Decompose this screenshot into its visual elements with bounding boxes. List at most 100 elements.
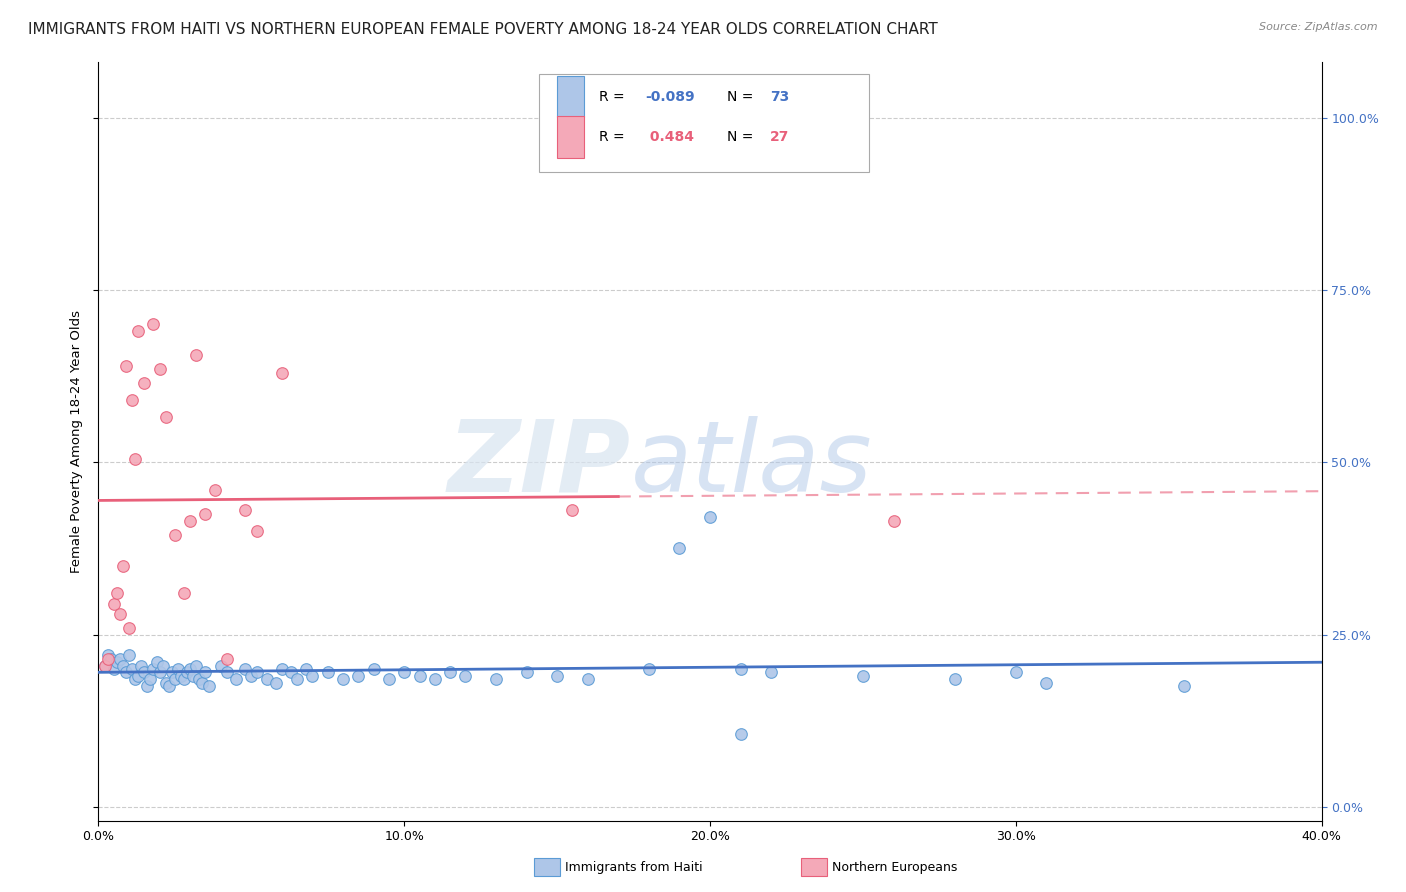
Point bbox=[160, 665, 183, 680]
Point bbox=[176, 665, 198, 680]
Point bbox=[240, 669, 263, 683]
FancyBboxPatch shape bbox=[557, 116, 583, 158]
Text: R =: R = bbox=[599, 89, 628, 103]
Point bbox=[121, 393, 143, 408]
Point bbox=[295, 662, 318, 676]
Point bbox=[699, 510, 721, 524]
Point bbox=[246, 665, 269, 680]
Point bbox=[280, 665, 302, 680]
Point bbox=[118, 621, 141, 635]
Point bbox=[392, 665, 416, 680]
Point bbox=[186, 348, 208, 362]
Point bbox=[173, 673, 195, 687]
Point bbox=[332, 673, 354, 687]
Point bbox=[129, 658, 152, 673]
Point bbox=[124, 451, 146, 466]
Point bbox=[103, 597, 125, 611]
Point bbox=[454, 669, 477, 683]
Point bbox=[103, 662, 125, 676]
FancyBboxPatch shape bbox=[557, 76, 583, 118]
Point bbox=[105, 586, 128, 600]
Point bbox=[246, 524, 269, 538]
Point bbox=[163, 673, 186, 687]
Point bbox=[127, 669, 149, 683]
Point bbox=[97, 651, 120, 665]
Point bbox=[179, 514, 201, 528]
Point bbox=[105, 655, 128, 669]
Point bbox=[883, 514, 905, 528]
Point bbox=[264, 675, 287, 690]
Text: Source: ZipAtlas.com: Source: ZipAtlas.com bbox=[1260, 22, 1378, 32]
Point bbox=[157, 679, 180, 693]
Point bbox=[149, 665, 172, 680]
Point bbox=[204, 483, 226, 497]
Point bbox=[576, 673, 599, 687]
Point bbox=[852, 669, 875, 683]
Point bbox=[115, 665, 138, 680]
Point bbox=[179, 662, 201, 676]
Point bbox=[668, 541, 690, 556]
Point bbox=[516, 665, 538, 680]
Point bbox=[408, 669, 430, 683]
Point bbox=[215, 651, 238, 665]
Point bbox=[233, 662, 256, 676]
Point bbox=[347, 669, 370, 683]
Point bbox=[546, 669, 568, 683]
Point bbox=[1004, 665, 1026, 680]
Point bbox=[215, 665, 238, 680]
Y-axis label: Female Poverty Among 18-24 Year Olds: Female Poverty Among 18-24 Year Olds bbox=[70, 310, 83, 573]
Point bbox=[181, 669, 204, 683]
Point bbox=[759, 665, 782, 680]
Point bbox=[93, 658, 115, 673]
Point bbox=[225, 673, 247, 687]
Point bbox=[1173, 679, 1195, 693]
Point bbox=[118, 648, 141, 663]
Text: N =: N = bbox=[727, 89, 758, 103]
Point bbox=[127, 324, 149, 338]
Point bbox=[316, 665, 339, 680]
Point bbox=[111, 558, 134, 573]
Point bbox=[233, 503, 256, 517]
Point bbox=[134, 376, 156, 390]
Point bbox=[439, 665, 461, 680]
Point bbox=[173, 586, 195, 600]
Text: atlas: atlas bbox=[630, 416, 872, 513]
Point bbox=[97, 648, 120, 663]
Point bbox=[155, 410, 177, 425]
Text: -0.089: -0.089 bbox=[645, 89, 695, 103]
Point bbox=[730, 662, 752, 676]
Point bbox=[285, 673, 308, 687]
Point bbox=[197, 679, 219, 693]
Text: ZIP: ZIP bbox=[447, 416, 630, 513]
Point bbox=[188, 673, 211, 687]
Point bbox=[363, 662, 385, 676]
Point bbox=[270, 366, 292, 380]
Point bbox=[111, 658, 134, 673]
Text: Northern Europeans: Northern Europeans bbox=[832, 861, 957, 873]
Point bbox=[730, 727, 752, 741]
Text: 0.484: 0.484 bbox=[645, 129, 695, 144]
Point bbox=[142, 662, 165, 676]
Point bbox=[485, 673, 508, 687]
Point bbox=[637, 662, 661, 676]
Point bbox=[139, 673, 162, 687]
Point bbox=[194, 507, 217, 521]
Point bbox=[100, 651, 122, 665]
Point bbox=[943, 673, 966, 687]
Point bbox=[134, 665, 156, 680]
Point bbox=[301, 669, 323, 683]
Point bbox=[108, 651, 131, 665]
Text: N =: N = bbox=[727, 129, 758, 144]
Point bbox=[561, 503, 583, 517]
Point bbox=[170, 669, 193, 683]
Point bbox=[167, 662, 190, 676]
Point bbox=[378, 673, 401, 687]
Point bbox=[121, 662, 143, 676]
Point bbox=[1035, 675, 1057, 690]
Text: 73: 73 bbox=[770, 89, 789, 103]
Text: R =: R = bbox=[599, 129, 628, 144]
Point bbox=[270, 662, 292, 676]
Point bbox=[124, 673, 146, 687]
Point bbox=[163, 527, 186, 541]
Point bbox=[256, 673, 278, 687]
